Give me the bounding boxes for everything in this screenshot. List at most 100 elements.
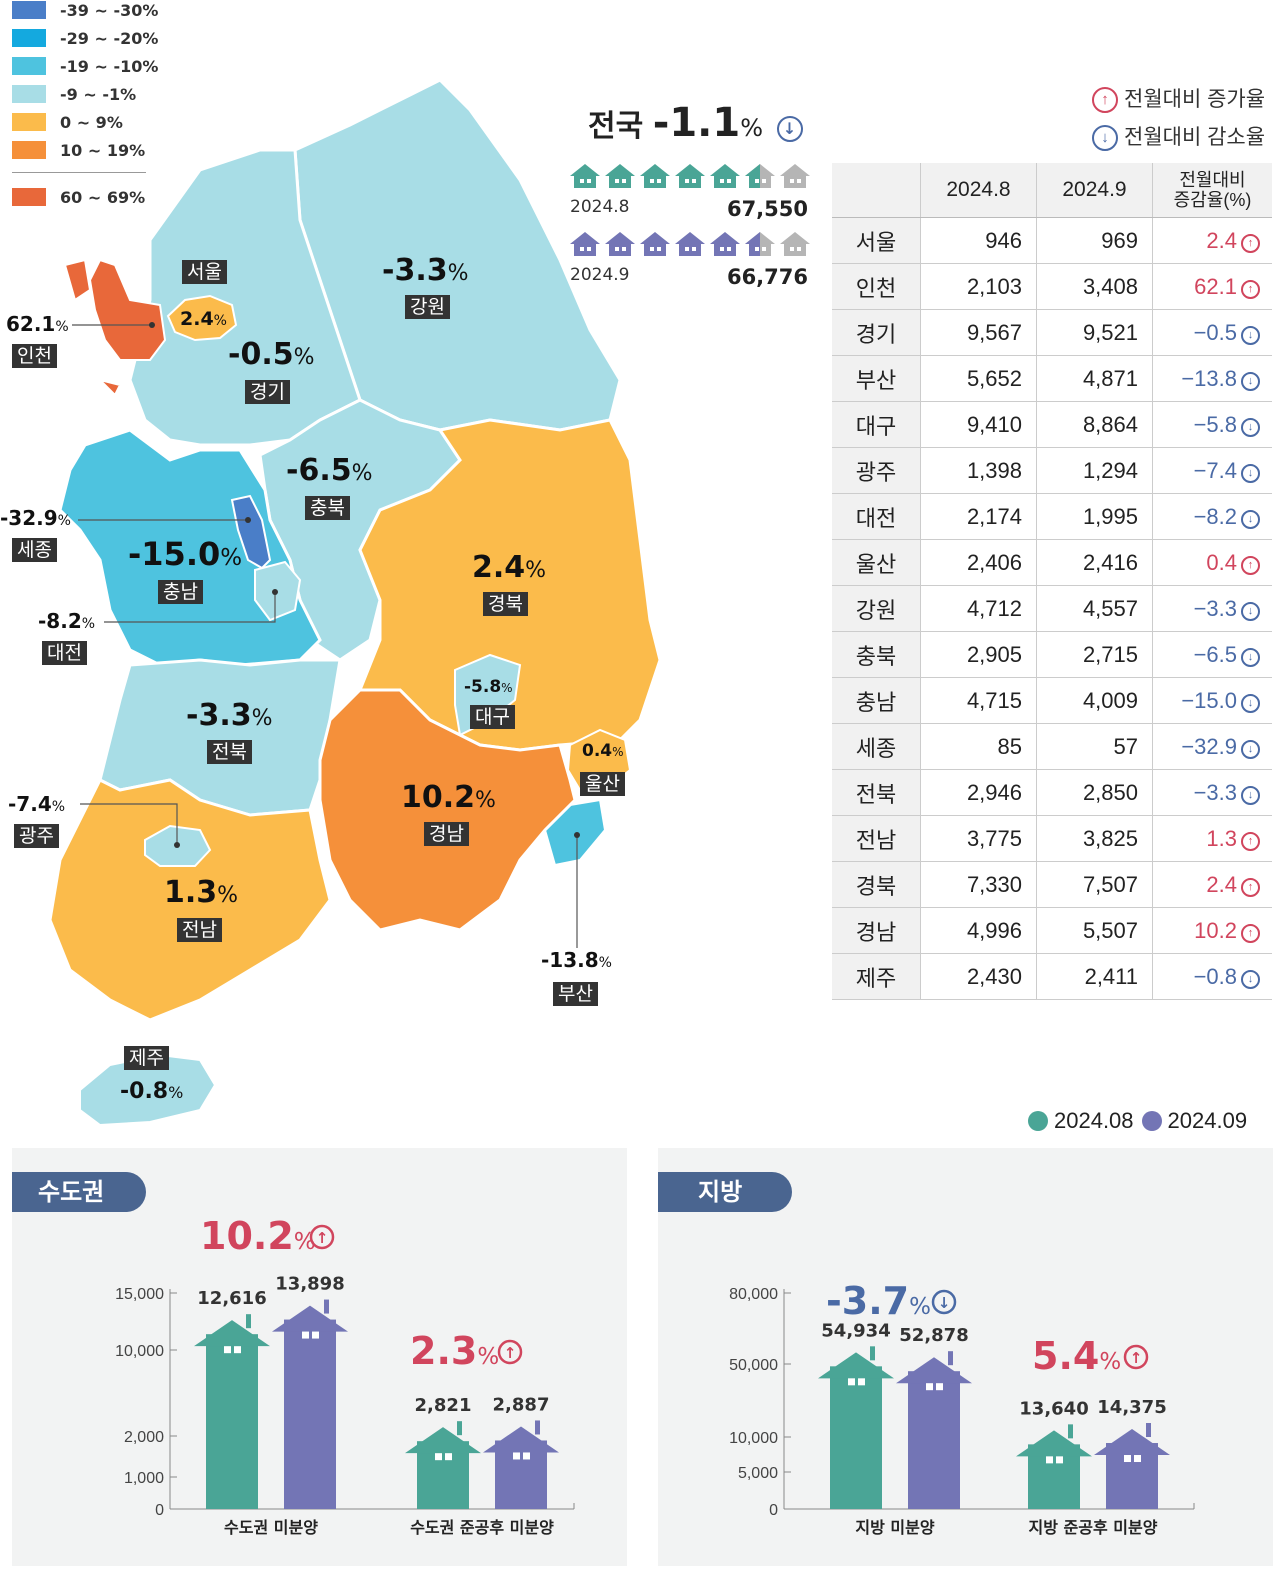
legend-item: -9 ~ -1% [12, 84, 136, 104]
bar-roof [483, 1426, 559, 1453]
legend-label: 60 ~ 69% [60, 187, 146, 207]
table-cell: 3,825 [1036, 815, 1153, 862]
map-region-value-number: 2.4 [180, 308, 214, 330]
down-arrow-icon: ↓ [776, 116, 803, 142]
bar [1016, 1424, 1092, 1509]
y-tick-label: 1,000 [124, 1470, 164, 1487]
table-row: 제주 2,430 2,411 −0.8 ↓ [832, 953, 1272, 1000]
table-cell: 9,410 [920, 401, 1037, 448]
bar-chimney [948, 1351, 953, 1366]
leader-lines [72, 324, 578, 948]
table-header: 2024.9 [1036, 163, 1153, 218]
change-value: 2.4 [1206, 871, 1237, 897]
legend-item: -39 ~ -30% [12, 0, 158, 20]
bar-roof [405, 1427, 481, 1454]
map-region-value: 2.4% [180, 308, 227, 330]
map-region-value: 62.1% [6, 312, 69, 336]
table-cell-change: 0.4 ↑ [1152, 539, 1272, 586]
map-region-label: 제주 [124, 1046, 169, 1070]
bar-value-label: 54,934 [821, 1320, 890, 1341]
map-region-sejong [230, 494, 272, 570]
map-region-value: -7.4% [8, 792, 65, 816]
table-cell: 5,507 [1036, 907, 1153, 954]
bar [1094, 1423, 1170, 1509]
table-cell-change: −3.3 ↓ [1152, 585, 1272, 632]
map-region-value-number: 10.2 [401, 780, 476, 815]
y-tick-label: 15,000 [115, 1286, 164, 1303]
table-cell-change: 1.3 ↑ [1152, 815, 1272, 862]
map-region-value: -32.9% [0, 506, 71, 530]
map-region-label: 강원 [405, 295, 450, 319]
table-cell: 제주 [832, 953, 921, 1000]
bar-window [234, 1346, 241, 1354]
change-value: −5.8 [1193, 411, 1237, 437]
legend-item: 0 ~ 9% [12, 112, 123, 132]
legend-label: 10 ~ 19% [60, 140, 146, 160]
map-region-value-number: -0.8 [120, 1079, 169, 1104]
table-cell: 서울 [832, 217, 921, 264]
legend-item: -19 ~ -10% [12, 56, 158, 76]
bar [818, 1346, 894, 1509]
down-arrow-icon: ↓ [1241, 325, 1260, 345]
map-region-value-unit: % [351, 461, 373, 486]
table-cell: 3,408 [1036, 263, 1153, 310]
table-cell: 7,330 [920, 861, 1037, 908]
table-cell: 충남 [832, 677, 921, 724]
bar-window [848, 1378, 855, 1386]
map-region-label: 전북 [207, 740, 252, 764]
bar-value-label: 52,878 [899, 1325, 968, 1346]
table-cell: 강원 [832, 585, 921, 632]
legend-label: 0 ~ 9% [60, 112, 123, 132]
change-value: −3.3 [1193, 779, 1237, 805]
legend-swatch [12, 29, 46, 47]
table-cell-change: −32.9 ↓ [1152, 723, 1272, 770]
y-tick-label: 50,000 [729, 1357, 778, 1374]
map-region-value-unit: % [51, 799, 66, 815]
change-value: −32.9 [1181, 733, 1237, 759]
change-value: −3.3 [1193, 595, 1237, 621]
map-region-value-unit: % [213, 313, 227, 329]
table-row: 경북 7,330 7,507 2.4 ↑ [832, 861, 1272, 908]
table-cell-change: −5.8 ↓ [1152, 401, 1272, 448]
house-icon [675, 232, 705, 256]
table-cell: 2,411 [1036, 953, 1153, 1000]
change-value: 2.3% [410, 1329, 499, 1373]
map-region-value: 10.2% [401, 780, 496, 815]
change-value: −8.2 [1193, 503, 1237, 529]
korea-map [48, 78, 662, 1127]
bar-window [312, 1331, 319, 1339]
bar-window [1046, 1456, 1053, 1464]
table-row: 전남 3,775 3,825 1.3 ↑ [832, 815, 1272, 862]
table-row: 대전 2,174 1,995 −8.2 ↓ [832, 493, 1272, 540]
table-cell: 85 [920, 723, 1037, 770]
up-arrow-icon: ↑ [1241, 233, 1260, 253]
map-region-label: 경남 [424, 822, 469, 846]
bar-window [445, 1453, 452, 1461]
y-tick-label: 80,000 [729, 1286, 778, 1303]
bar-window [435, 1453, 442, 1461]
house-icons-row [568, 162, 812, 196]
table-header [832, 163, 921, 218]
map-region-value-number: 2.4 [472, 550, 526, 585]
map-region-value: 2.4% [472, 550, 546, 585]
table-cell-change: 62.1 ↑ [1152, 263, 1272, 310]
svg-text:↑: ↑ [1130, 1349, 1143, 1367]
table-cell: 경기 [832, 309, 921, 356]
change-badge: -3.7% ↓ [826, 1279, 957, 1323]
table-row: 인천 2,103 3,408 62.1 ↑ [832, 263, 1272, 310]
map-region-value-unit: % [447, 261, 469, 286]
table-cell: 광주 [832, 447, 921, 494]
map-region-value-number: -32.9 [0, 506, 58, 530]
tab-capital: 수도권 [12, 1172, 146, 1212]
house-icons-row [568, 230, 812, 264]
map-region-label: 광주 [14, 824, 59, 848]
bar-roof [1016, 1430, 1092, 1457]
change-value: 1.3 [1206, 825, 1237, 851]
table-cell: 4,996 [920, 907, 1037, 954]
map-region-value: -0.8% [120, 1079, 183, 1104]
bar-roof [1094, 1429, 1170, 1456]
table-cell: 8,864 [1036, 401, 1153, 448]
down-arrow-icon: ↓ [1241, 463, 1260, 483]
table-cell: 전남 [832, 815, 921, 862]
chart-legend-label: 2024.08 [1054, 1108, 1134, 1133]
